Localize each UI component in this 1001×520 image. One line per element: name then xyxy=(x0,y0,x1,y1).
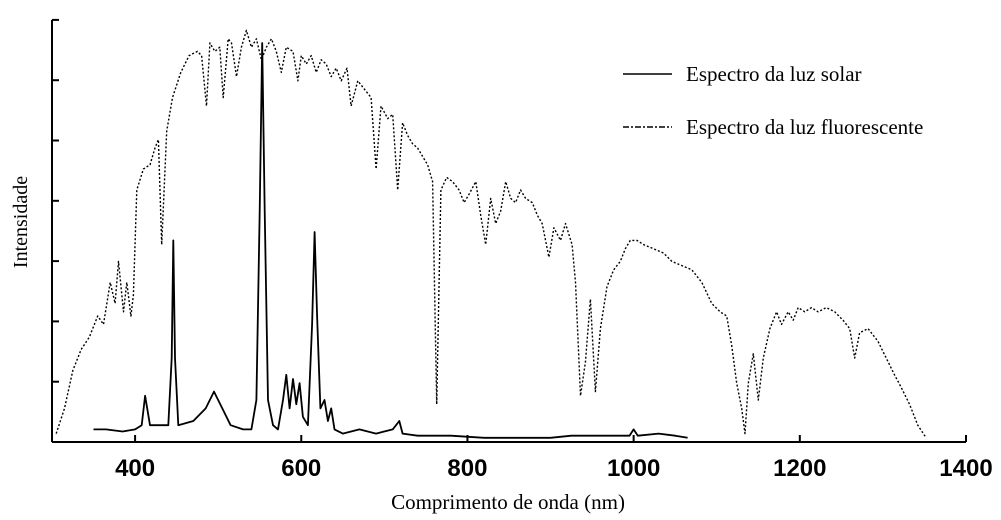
legend-label-solar: Espectro da luz solar xyxy=(686,62,862,86)
x-tick-label: 800 xyxy=(447,455,487,482)
x-tick-label: 1200 xyxy=(773,455,826,482)
x-tick-label: 1400 xyxy=(939,455,992,482)
legend-item-fluorescent: Espectro da luz fluorescente xyxy=(623,115,923,139)
plot-area xyxy=(55,29,927,439)
series-line-solar xyxy=(93,42,688,439)
y-ticks xyxy=(52,18,59,383)
axes: 400 600 800 1000 1200 1400 xyxy=(51,18,993,482)
legend: Espectro da luz solar Espectro da luz fl… xyxy=(623,62,923,139)
x-tick-label: 1000 xyxy=(607,455,660,482)
x-axis-title: Comprimento de onda (nm) xyxy=(391,490,625,514)
legend-item-solar: Espectro da luz solar xyxy=(623,62,862,86)
x-tick-label: 400 xyxy=(115,455,155,482)
series-line-fluorescent xyxy=(55,29,927,439)
x-ticks: 400 600 800 1000 1200 1400 xyxy=(115,435,993,482)
x-tick-label: 600 xyxy=(281,455,321,482)
legend-label-fluorescent: Espectro da luz fluorescente xyxy=(686,115,923,139)
y-axis-title: Intensidade xyxy=(10,176,32,268)
